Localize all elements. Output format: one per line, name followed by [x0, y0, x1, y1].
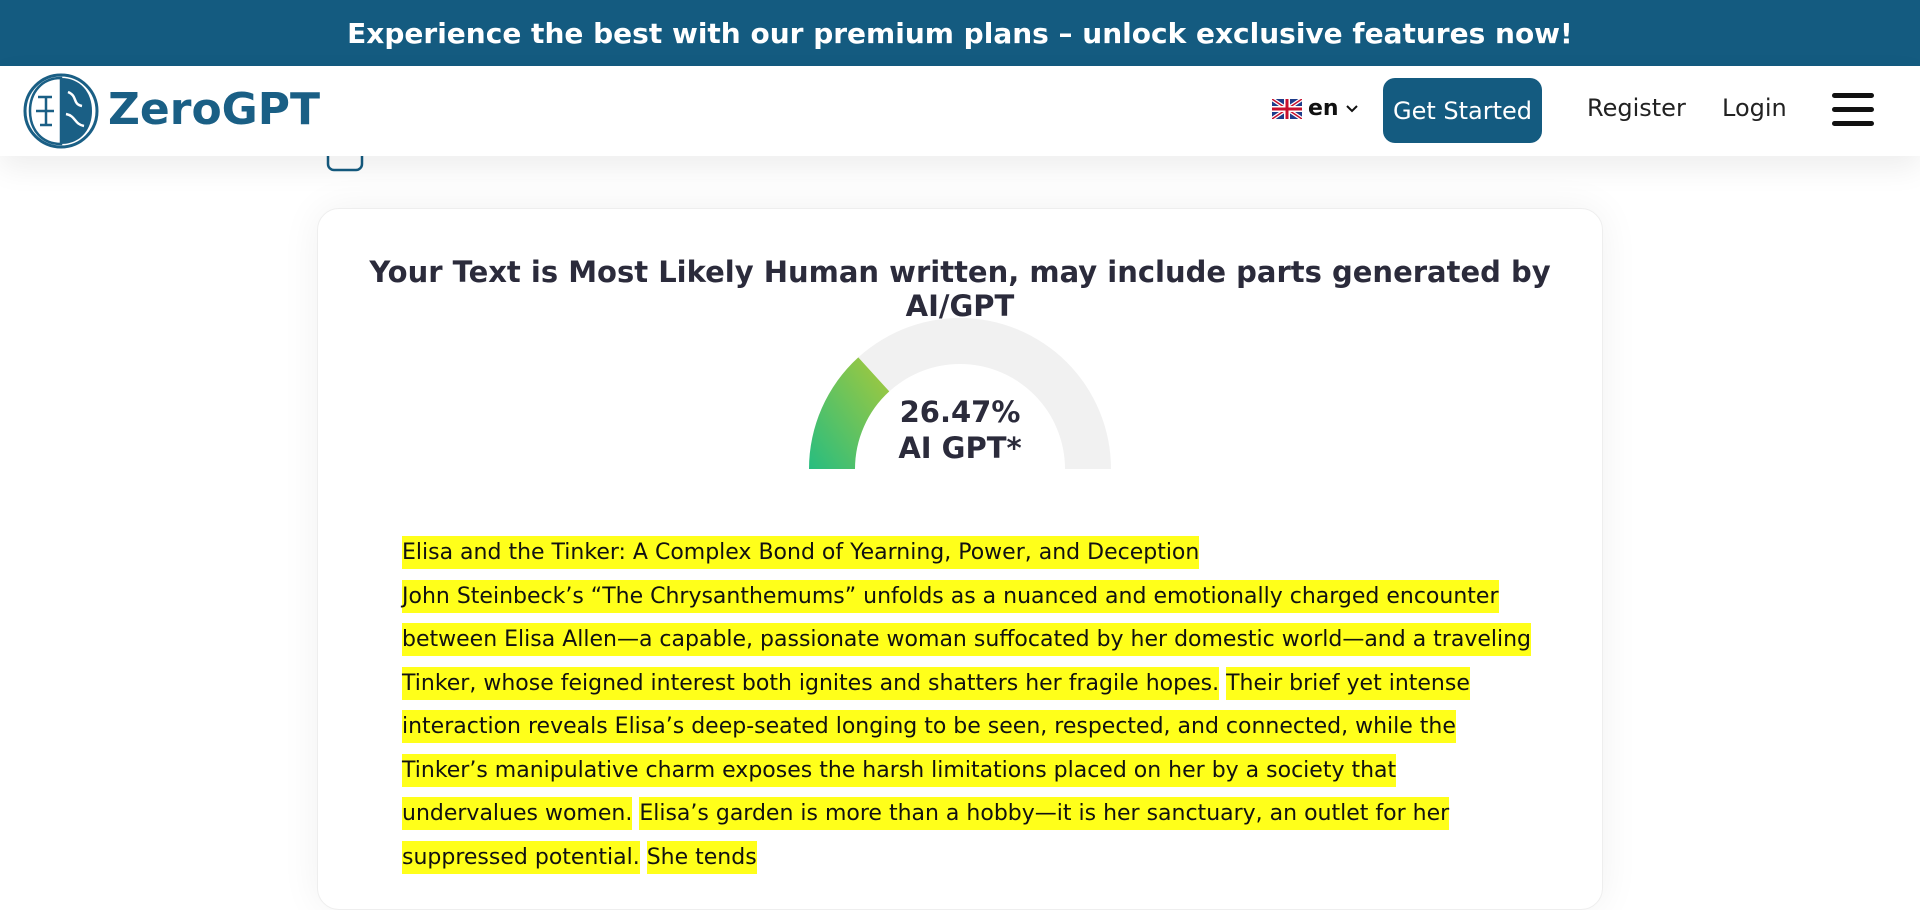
navbar: ZeroGPT en Get Started Register Login: [0, 66, 1920, 156]
score-caption: AI GPT*: [898, 431, 1022, 465]
analyzed-text: Elisa and the Tinker: A Complex Bond of …: [402, 531, 1532, 879]
login-link[interactable]: Login: [1722, 94, 1787, 122]
result-title: Your Text is Most Likely Human written, …: [369, 255, 1551, 323]
gauge-value: [809, 357, 890, 469]
language-code: en: [1308, 96, 1339, 121]
register-link[interactable]: Register: [1587, 94, 1686, 122]
score: 26.47%: [899, 395, 1021, 429]
highlighted-sentence: John Steinbeck’s “The Chrysanthemums” un…: [402, 579, 1532, 700]
promo-banner[interactable]: Experience the best with our premium pla…: [0, 0, 1920, 66]
highlighted-sentence: She tends: [646, 840, 757, 874]
text-heading: Elisa and the Tinker: A Complex Bond of …: [402, 536, 1200, 569]
result-card: Your Text is Most Likely Human written, …: [317, 208, 1603, 910]
chevron: [1345, 104, 1358, 112]
logo-text[interactable]: ZeroGPT: [108, 84, 321, 135]
get-started-button[interactable]: Get Started: [1383, 78, 1542, 143]
logo-icon[interactable]: [22, 72, 100, 150]
gauge-track: [809, 318, 1111, 469]
flag: [1272, 98, 1302, 119]
menu-icon[interactable]: [1832, 92, 1874, 128]
language-selector[interactable]: en: [1272, 96, 1359, 121]
gauge: [809, 318, 1111, 469]
